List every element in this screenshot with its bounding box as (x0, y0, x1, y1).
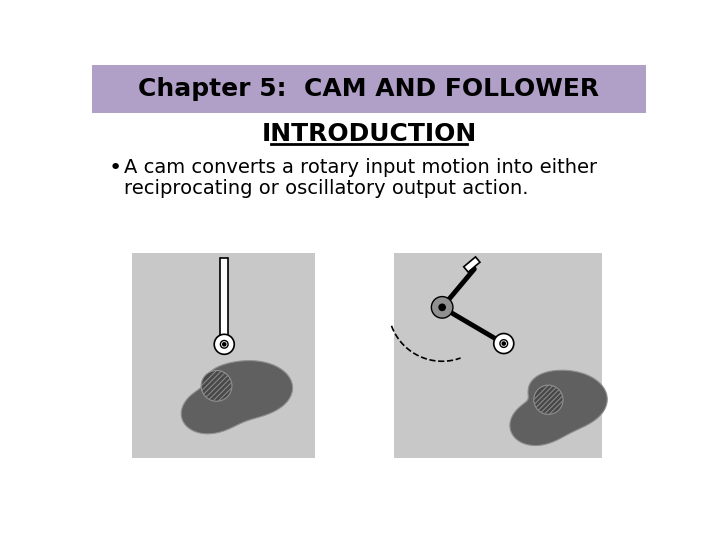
Circle shape (438, 303, 446, 311)
Circle shape (534, 385, 563, 414)
Text: Chapter 5:  CAM AND FOLLOWER: Chapter 5: CAM AND FOLLOWER (138, 77, 600, 100)
Circle shape (501, 341, 506, 346)
Text: •: • (109, 158, 122, 178)
Polygon shape (510, 370, 607, 446)
Circle shape (201, 370, 232, 401)
Polygon shape (181, 361, 292, 434)
Circle shape (220, 340, 228, 348)
Bar (220, 258, 228, 335)
Bar (132, 253, 315, 457)
Circle shape (431, 296, 453, 318)
Circle shape (500, 340, 508, 347)
Text: INTRODUCTION: INTRODUCTION (261, 122, 477, 146)
Bar (394, 253, 601, 457)
Bar (92, 65, 647, 112)
Circle shape (494, 334, 514, 354)
Circle shape (222, 342, 227, 347)
Text: A cam converts a rotary input motion into either: A cam converts a rotary input motion int… (124, 158, 598, 178)
Bar (464, 257, 480, 272)
Text: reciprocating or oscillatory output action.: reciprocating or oscillatory output acti… (124, 179, 528, 198)
Circle shape (215, 334, 234, 354)
